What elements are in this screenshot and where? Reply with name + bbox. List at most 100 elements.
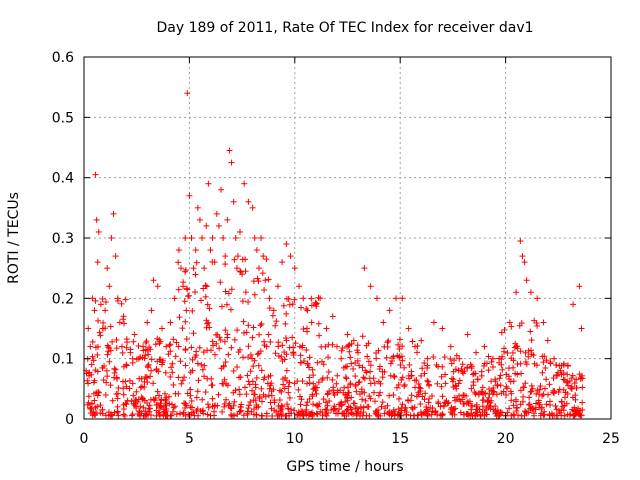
data-point bbox=[348, 409, 355, 416]
data-point bbox=[355, 379, 362, 386]
data-point bbox=[529, 385, 536, 392]
data-point bbox=[121, 412, 128, 419]
data-point bbox=[108, 411, 115, 418]
data-point bbox=[479, 403, 486, 410]
data-point bbox=[296, 283, 303, 290]
y-tick-labels: 0 0.1 0.2 0.3 0.4 0.5 0.6 bbox=[52, 50, 74, 428]
data-point bbox=[119, 349, 126, 356]
data-point bbox=[428, 393, 435, 400]
data-point bbox=[141, 397, 148, 404]
data-point bbox=[468, 406, 475, 413]
data-point bbox=[261, 286, 268, 293]
data-point bbox=[300, 326, 307, 333]
data-point bbox=[85, 399, 92, 406]
data-point bbox=[513, 398, 520, 405]
data-point bbox=[196, 216, 203, 223]
data-point bbox=[343, 392, 350, 399]
data-point bbox=[250, 363, 257, 370]
data-point bbox=[170, 381, 177, 388]
data-point bbox=[501, 326, 508, 333]
data-point bbox=[304, 399, 311, 406]
data-point bbox=[383, 354, 390, 361]
data-point bbox=[297, 393, 304, 400]
data-point bbox=[579, 399, 586, 406]
data-point bbox=[285, 295, 292, 302]
data-point bbox=[114, 295, 121, 302]
data-point bbox=[314, 411, 321, 418]
data-point bbox=[211, 351, 218, 358]
data-point bbox=[470, 379, 477, 386]
data-point bbox=[534, 322, 541, 329]
data-point bbox=[160, 412, 167, 419]
data-point bbox=[282, 374, 289, 381]
data-point bbox=[509, 349, 516, 356]
data-point bbox=[481, 343, 488, 350]
data-point bbox=[253, 412, 260, 419]
data-point bbox=[575, 405, 582, 412]
data-point bbox=[218, 365, 225, 372]
data-point bbox=[121, 320, 128, 327]
data-point bbox=[289, 301, 296, 308]
data-point bbox=[128, 412, 135, 419]
data-point bbox=[571, 412, 578, 419]
data-point bbox=[109, 397, 116, 404]
data-point bbox=[146, 408, 153, 415]
data-point bbox=[166, 342, 173, 349]
data-point bbox=[543, 357, 550, 364]
data-point bbox=[367, 380, 374, 387]
data-point bbox=[275, 353, 282, 360]
data-point bbox=[239, 298, 246, 305]
data-point bbox=[282, 335, 289, 342]
data-point bbox=[99, 410, 106, 417]
data-point bbox=[319, 358, 326, 365]
x-axis-title: GPS time / hours bbox=[286, 459, 403, 475]
data-point bbox=[451, 394, 458, 401]
data-point bbox=[254, 275, 261, 282]
data-point bbox=[551, 355, 558, 362]
data-point bbox=[386, 392, 393, 399]
data-point bbox=[395, 341, 402, 348]
data-point bbox=[148, 307, 155, 314]
data-point bbox=[124, 339, 131, 346]
data-point bbox=[261, 338, 268, 345]
data-point bbox=[223, 396, 230, 403]
data-point bbox=[95, 388, 102, 395]
data-point bbox=[448, 360, 455, 367]
data-point bbox=[141, 378, 148, 385]
data-point bbox=[487, 403, 494, 410]
data-point bbox=[94, 351, 101, 358]
data-point bbox=[189, 307, 196, 314]
data-point bbox=[142, 408, 149, 415]
data-point bbox=[407, 412, 414, 419]
data-point bbox=[322, 399, 329, 406]
data-point bbox=[359, 412, 366, 419]
data-point bbox=[398, 412, 405, 419]
data-point bbox=[92, 404, 99, 411]
y-tick-label: 0.3 bbox=[52, 231, 74, 247]
data-point bbox=[452, 382, 459, 389]
data-point bbox=[467, 361, 474, 368]
data-point bbox=[123, 401, 130, 408]
data-point bbox=[245, 198, 252, 205]
data-point bbox=[485, 402, 492, 409]
data-point bbox=[260, 376, 267, 383]
data-point bbox=[283, 377, 290, 384]
data-point bbox=[396, 336, 403, 343]
data-point bbox=[175, 247, 182, 254]
data-point bbox=[258, 235, 265, 241]
data-point bbox=[123, 344, 130, 351]
data-point bbox=[140, 404, 147, 411]
data-point bbox=[183, 307, 190, 314]
data-point bbox=[528, 382, 535, 389]
data-point bbox=[228, 286, 235, 293]
data-point bbox=[249, 355, 256, 362]
data-point bbox=[120, 406, 127, 413]
data-point bbox=[531, 412, 538, 419]
data-point bbox=[539, 392, 546, 399]
data-point bbox=[291, 407, 298, 414]
data-point bbox=[230, 389, 237, 396]
data-point bbox=[234, 364, 241, 371]
data-point bbox=[527, 289, 534, 296]
data-point bbox=[381, 410, 388, 417]
